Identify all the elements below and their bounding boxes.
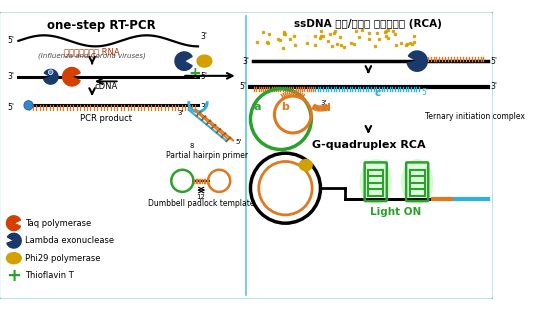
Text: G-quadruplex RCA: G-quadruplex RCA [311, 140, 425, 150]
Text: 호흡기바이러스 RNA: 호흡기바이러스 RNA [64, 47, 120, 56]
Text: 12: 12 [196, 194, 205, 200]
Text: Phi29 polymerase: Phi29 polymerase [25, 254, 101, 263]
Text: 5': 5' [422, 88, 429, 97]
Text: Ternary initiation complex: Ternary initiation complex [425, 112, 525, 121]
Ellipse shape [401, 160, 433, 204]
Wedge shape [44, 69, 58, 84]
Text: a: a [253, 102, 261, 112]
Text: Dumbbell padlock template: Dumbbell padlock template [148, 199, 254, 208]
Text: Thioflavin T: Thioflavin T [25, 271, 74, 280]
Text: ssDNA 생성/유전자 회전환증폭 (RCA): ssDNA 생성/유전자 회전환증폭 (RCA) [294, 19, 442, 29]
Text: 5': 5' [7, 36, 15, 45]
Text: d: d [323, 103, 331, 113]
Text: 3': 3' [242, 57, 249, 66]
Ellipse shape [197, 55, 212, 67]
Text: 5': 5' [7, 103, 15, 112]
Text: 3': 3' [201, 103, 208, 112]
Ellipse shape [6, 253, 21, 264]
Wedge shape [175, 52, 192, 70]
Text: 5': 5' [201, 72, 208, 81]
Text: 5': 5' [240, 82, 247, 91]
Circle shape [24, 101, 33, 110]
Wedge shape [7, 233, 21, 248]
Text: (Influenza and Corona viruses): (Influenza and Corona viruses) [38, 53, 146, 59]
Text: +: + [188, 66, 201, 81]
Text: 3': 3' [320, 100, 327, 105]
Text: 8: 8 [189, 143, 194, 149]
Text: PCR product: PCR product [80, 114, 132, 123]
Ellipse shape [360, 160, 392, 204]
Text: 5': 5' [236, 139, 242, 145]
Text: +: + [6, 267, 21, 285]
Text: 3': 3' [201, 32, 208, 41]
Text: Light ON: Light ON [370, 207, 422, 216]
Text: c: c [374, 88, 381, 98]
Text: one-step RT-PCR: one-step RT-PCR [47, 19, 156, 32]
Text: b: b [281, 102, 289, 112]
Wedge shape [6, 216, 20, 230]
Wedge shape [407, 51, 427, 71]
Wedge shape [63, 67, 80, 86]
Text: Lambda exonuclease: Lambda exonuclease [25, 236, 114, 245]
Circle shape [48, 70, 53, 74]
Text: 3': 3' [490, 82, 497, 91]
Text: 5': 5' [490, 57, 497, 66]
Text: Taq polymerase: Taq polymerase [25, 219, 91, 228]
Text: Partial hairpin primer: Partial hairpin primer [166, 151, 248, 160]
Text: cDNA: cDNA [94, 82, 118, 91]
FancyBboxPatch shape [0, 12, 494, 299]
Text: 3': 3' [178, 110, 184, 116]
Text: 3': 3' [7, 72, 15, 81]
Ellipse shape [299, 160, 312, 171]
